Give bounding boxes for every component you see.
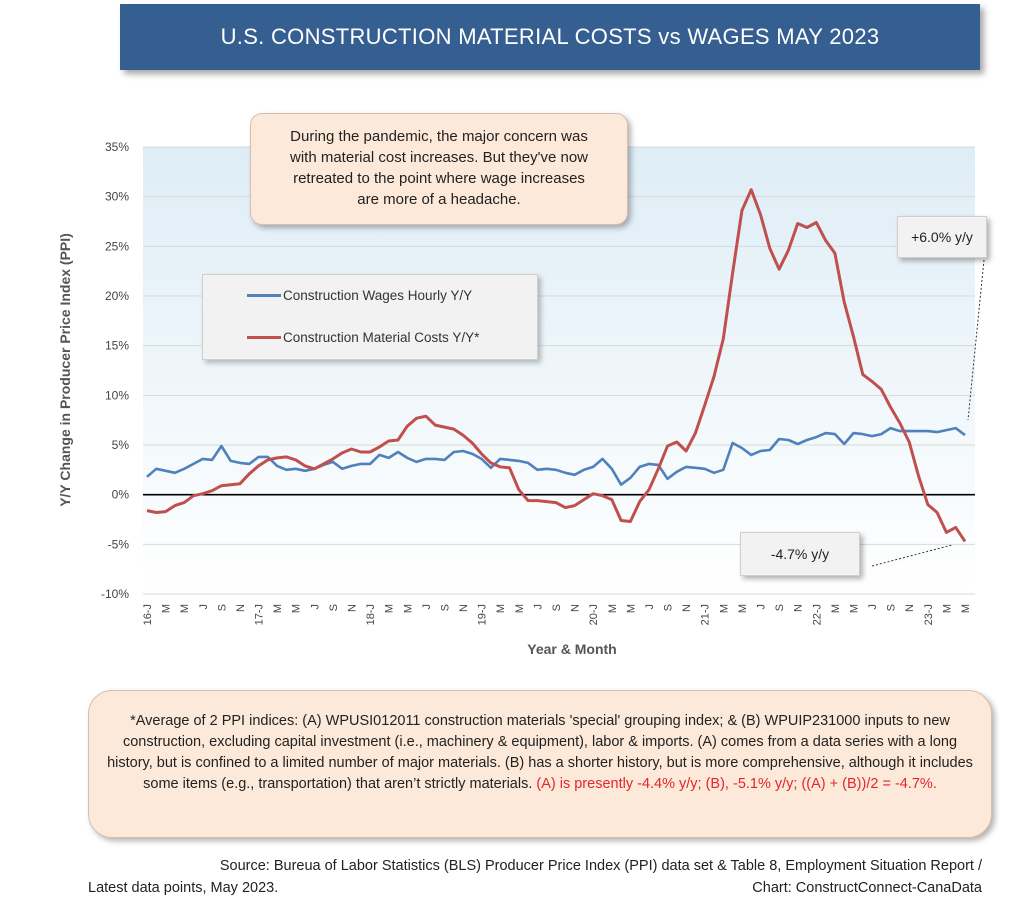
material-latest-label: -4.7% y/y [740,532,860,576]
y-tick-label: 20% [105,289,129,303]
material-latest-value: -4.7% y/y [770,546,830,562]
x-tick-label: M [514,604,526,613]
x-tick-label: J [867,604,879,610]
callout-line: retreated to the point where wage increa… [293,170,585,187]
x-tick-label: M [161,604,173,613]
legend: Construction Wages Hourly Y/Y Constructi… [202,274,538,360]
x-tick-label: J [756,604,768,610]
x-tick-label: M [179,604,191,613]
x-tick-label: N [570,604,582,612]
y-tick-label: 25% [105,239,129,253]
x-tick-label: S [216,604,228,611]
x-tick-label: N [904,604,916,612]
x-tick-label: M [607,604,619,613]
legend-item-materials: Construction Material Costs Y/Y* [247,330,479,345]
x-axis-ticks: 16-J M M J S N 17-J M M J S N 18-J M M J S N 19-J M M J S N 20-J… [142,604,972,625]
wage-latest-label: +6.0% y/y [897,216,987,258]
source-line-2-left: Latest data points, May 2023. [88,880,279,896]
x-tick-label: N [458,604,470,612]
source-line-1: Source: Bureua of Labor Statistics (BLS)… [219,858,982,874]
x-tick-label: S [328,604,340,611]
legend-item-wages: Construction Wages Hourly Y/Y [247,288,472,303]
x-tick-label: S [551,604,563,611]
x-axis-label: Year & Month [527,641,616,657]
y-tick-label: 10% [105,388,129,402]
chart-title: U.S. CONSTRUCTION MATERIAL COSTS vs WAGE… [220,24,880,49]
x-tick-label: J [644,604,656,610]
series-line-wages [146,426,966,487]
x-tick-label: M [384,604,396,613]
x-tick-label: N [235,604,247,612]
x-tick-label: J [198,604,210,610]
y-axis-label: Y/Y Change in Producer Price Index (PPI) [57,233,73,507]
x-tick-label: S [439,604,451,611]
y-tick-label: -5% [108,537,130,551]
x-tick-label: M [625,604,637,613]
y-tick-label: -10% [101,587,129,601]
x-tick-label: S [774,604,786,611]
x-tick-label: 22-J [811,604,823,625]
legend-label-materials: Construction Material Costs Y/Y* [283,330,480,345]
x-tick-label: 19-J [477,604,489,625]
x-tick-label: M [941,604,953,613]
x-tick-label: 21-J [700,604,712,625]
y-tick-label: 35% [105,140,129,154]
x-tick-label: 23-J [923,604,935,625]
x-tick-label: J [532,604,544,610]
x-tick-label: M [272,604,284,613]
x-tick-label: N [793,604,805,612]
source-line-2-right: Chart: ConstructConnect-CanaData [752,880,982,896]
x-tick-label: M [848,604,860,613]
callout-line: During the pandemic, the major concern w… [290,128,588,145]
wage-label-connector [967,259,985,421]
x-tick-label: M [830,604,842,613]
x-tick-label: M [402,604,414,613]
x-tick-label: M [737,604,749,613]
callout-line: with material cost increases. But they'v… [290,149,588,166]
y-tick-label: 5% [112,438,130,452]
x-tick-label: M [495,604,507,613]
x-tick-label: N [347,604,359,612]
x-tick-label: S [663,604,675,611]
x-tick-label: 16-J [142,604,154,625]
x-tick-label: N [681,604,693,612]
footnote-text: *Average of 2 PPI indices: (A) WPUSI0120… [107,713,973,792]
chart-title-banner: U.S. CONSTRUCTION MATERIAL COSTS vs WAGE… [120,4,980,70]
x-tick-label: 18-J [365,604,377,625]
footnote-box: *Average of 2 PPI indices: (A) WPUSI0120… [88,690,992,838]
y-tick-label: 30% [105,190,129,204]
y-axis-ticks: -10% -5% 0% 5% 10% 15% 20% 25% 30% 35% [101,140,129,601]
x-tick-label: S [886,604,898,611]
x-tick-label: M [718,604,730,613]
footnote-highlight: (A) is presently -4.4% y/y; (B), -5.1% y… [536,776,937,792]
x-tick-label: J [421,604,433,610]
legend-label-wages: Construction Wages Hourly Y/Y [283,288,473,303]
legend-swatch-wages [247,294,281,297]
y-tick-label: 0% [112,488,130,502]
callout-line: are more of a headache. [357,191,521,208]
x-tick-label: M [291,604,303,613]
pandemic-callout: During the pandemic, the major concern w… [250,113,628,225]
x-tick-label: 20-J [588,604,600,625]
wage-latest-value: +6.0% y/y [911,229,973,245]
x-tick-label: M [960,604,972,613]
x-tick-label: 17-J [254,604,266,625]
material-label-connector [871,544,953,567]
legend-swatch-materials [247,336,281,339]
series-line-materials [146,188,967,543]
y-tick-label: 15% [105,339,129,353]
series-lines [146,188,967,543]
x-tick-label: J [309,604,321,610]
